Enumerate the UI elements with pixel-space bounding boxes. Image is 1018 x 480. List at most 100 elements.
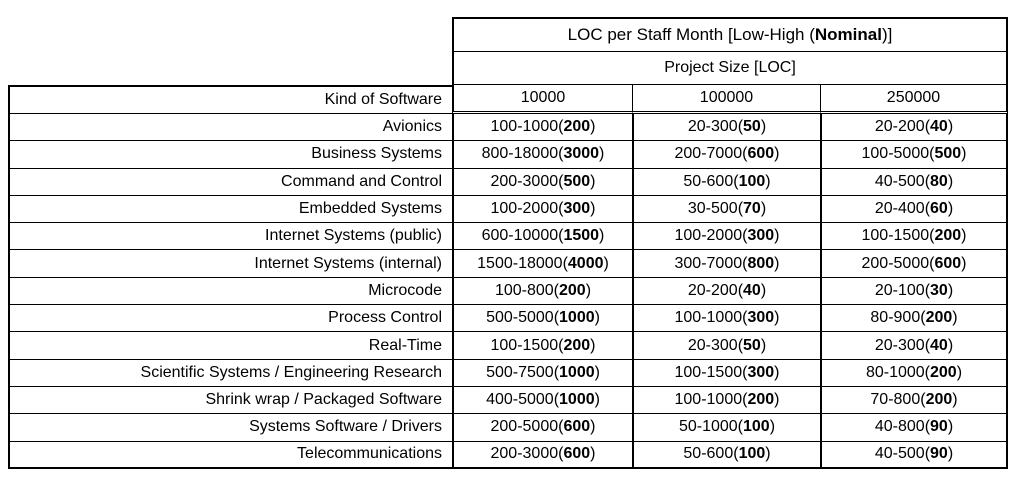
range-text: 40-500 [874,445,925,463]
value-cell: 200-3000(500) [452,168,632,196]
size-column-header-250000: 250000 [820,85,1008,114]
nominal-value: 300 [563,200,591,218]
paren-text: ) [765,445,771,463]
nominal-value: 30 [930,281,948,299]
row-label: Shrink wrap / Packaged Software [8,386,452,415]
paren-text: ( [924,336,931,354]
value-cell: 100-5000(500) [820,141,1008,169]
paren-text: ( [929,227,935,245]
range-text: 100-1000 [490,118,559,136]
value-cell: 100-1500(200) [452,332,632,360]
paren-text: ) [774,145,780,163]
paren-text: ) [774,227,780,245]
range-text: 800-18000 [481,145,559,163]
nominal-value: 100 [743,418,770,436]
paren-text: ( [733,445,739,463]
nominal-value: 200 [563,336,591,354]
paren-text: ) [590,336,596,354]
paren-text: ( [558,118,564,136]
paren-text: ( [742,391,748,409]
paren-text: ( [924,172,931,190]
range-text: 30-500 [687,200,738,218]
nominal-value: 300 [747,363,775,381]
paren-text: ) [585,281,592,299]
paren-text: ) [590,445,596,463]
nominal-value: 80 [930,172,948,190]
paren-text: ( [737,281,744,299]
nominal-value: 200 [559,281,586,299]
nominal-value: 4000 [567,254,604,272]
paren-text: ) [947,281,954,299]
range-text: 100-2000 [490,200,559,218]
nominal-value: 500 [563,172,591,190]
row-label: Command and Control [8,168,452,196]
paren-text: ) [594,391,600,409]
value-cell: 40-500(90) [820,441,1008,469]
row-label: Telecommunications [8,441,452,469]
range-text: 600-10000 [481,227,559,245]
value-cell: 400-5000(1000) [452,386,632,415]
paren-text: ) [947,336,954,354]
range-text: 100-1500 [861,227,930,245]
value-cell: 30-500(70) [632,195,820,224]
value-cell: 100-1500(300) [632,359,820,387]
paren-text: ( [553,391,560,409]
value-cell: 50-600(100) [632,168,820,196]
nominal-value: 200 [747,391,775,409]
paren-text: ( [562,254,568,272]
nominal-value: 600 [563,445,591,463]
project-size-header: Project Size [LOC] [452,52,1008,85]
kind-of-software-header: Kind of Software [8,85,452,114]
value-cell: 80-900(200) [820,305,1008,333]
nominal-value: 40 [930,118,948,136]
value-cell: 70-800(200) [820,386,1008,415]
value-cell: 20-400(60) [820,195,1008,224]
empty-corner [8,17,452,85]
paren-text: ) [961,254,967,272]
value-cell: 100-1000(300) [632,305,820,333]
range-text: 1500-18000 [477,254,563,272]
paren-text: ) [956,363,963,381]
paren-text: ( [733,172,739,190]
paren-text: ) [603,254,609,272]
paren-text: ) [590,172,596,190]
paren-text: ( [924,418,931,436]
value-cell: 1500-18000(4000) [452,250,632,278]
paren-text: ( [558,200,564,218]
range-text: 40-500 [874,172,925,190]
paren-text: ( [553,281,559,299]
nominal-value: 50 [743,336,761,354]
value-cell: 100-1500(200) [820,223,1008,251]
range-text: 50-600 [683,172,734,190]
value-cell: 20-300(40) [820,332,1008,360]
range-text: 80-1000 [865,363,925,381]
paren-text: ) [590,118,596,136]
range-text: 100-2000 [674,227,743,245]
range-text: 20-300 [687,336,738,354]
nominal-value: 300 [747,227,775,245]
value-cell: 50-600(100) [632,441,820,469]
nominal-value: 100 [738,172,766,190]
range-text: 20-200 [687,281,738,299]
value-cell: 100-2000(300) [452,195,632,224]
nominal-value: 50 [743,118,761,136]
nominal-value: 90 [930,445,948,463]
range-text: 20-400 [874,200,925,218]
paren-text: ( [929,145,935,163]
range-text: 50-1000 [678,418,738,436]
paren-text: ( [742,227,748,245]
nominal-value: 1000 [559,391,595,409]
nominal-value: 800 [747,254,775,272]
range-text: 40-800 [874,418,925,436]
value-cell: 500-7500(1000) [452,359,632,387]
range-text: 400-5000 [486,391,554,409]
range-text: 200-3000 [490,172,559,190]
nominal-value: 60 [930,200,948,218]
paren-text: ( [737,118,744,136]
paren-text: ( [558,227,564,245]
nominal-value: 1000 [559,309,595,327]
range-text: 100-800 [494,281,554,299]
value-cell: 20-300(50) [632,332,820,360]
paren-text: ) [961,145,967,163]
value-cell: 100-1000(200) [452,114,632,142]
